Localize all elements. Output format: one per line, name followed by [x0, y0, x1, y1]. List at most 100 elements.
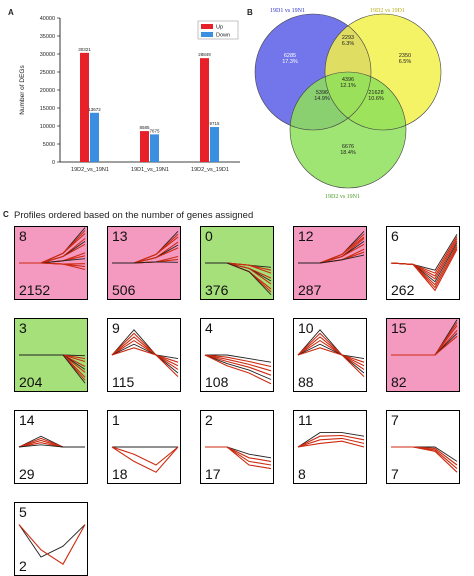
profile-id: 7 — [391, 412, 399, 428]
profile-bg-top — [15, 319, 87, 355]
profile-trace — [205, 446, 272, 470]
profile-trace — [19, 354, 86, 373]
profile-trace — [297, 347, 365, 377]
profile-gene-count: 506 — [112, 282, 136, 298]
profile-gene-count: 108 — [205, 374, 229, 390]
venn-region-c-only-pct: 18.4% — [340, 150, 356, 156]
profile-bg-bottom — [15, 263, 87, 299]
profile-trace — [18, 524, 86, 558]
profile-9: 9 115 — [107, 318, 181, 392]
profile-id: 6 — [391, 228, 399, 244]
profile-gene-count: 7 — [391, 466, 399, 482]
venn-region-b-only-pct: 6.5% — [399, 59, 412, 65]
profile-traces — [390, 233, 458, 292]
profile-trace — [19, 262, 86, 271]
bar-value-label: 7675 — [149, 128, 160, 133]
profile-trace — [19, 354, 86, 363]
x-tick-label: 19D2_vs_19N1 — [71, 167, 109, 173]
deg-bar-chart: 0 5000 10000 15000 20000 25000 30000 35000 40000… — [19, 16, 240, 173]
profile-11: 11 8 — [293, 410, 367, 484]
profile-gene-count: 82 — [391, 374, 407, 390]
profile-bg-bottom — [387, 355, 459, 391]
profile-traces — [18, 524, 86, 565]
profile-14: 14 29 — [14, 410, 88, 484]
profile-trace — [297, 432, 365, 448]
venn-circle-c — [290, 72, 406, 188]
venn-region-bc-pct: 10.6% — [368, 96, 384, 102]
y-tick-label: 35000 — [40, 34, 55, 40]
profile-trace — [297, 343, 365, 374]
profile-id: 11 — [298, 412, 313, 428]
profile-10: 10 88 — [293, 318, 367, 392]
profile-gene-count: 204 — [19, 374, 43, 390]
venn-label-c: 19D2 vs 19N1 — [325, 194, 360, 200]
x-tick-label: 19D2_vs_19D1 — [191, 167, 229, 173]
profile-gene-count: 8 — [298, 466, 306, 482]
venn-label-a: 19D1 vs 19N1 — [270, 8, 305, 14]
profile-traces — [19, 227, 86, 271]
profile-1: 1 18 — [107, 410, 181, 484]
venn-label-b: 19D2 vs 19D1 — [370, 8, 405, 14]
profile-trace — [391, 446, 458, 473]
profile-id: 12 — [298, 228, 314, 244]
bar-down-2 — [210, 127, 219, 162]
profile-0: 0 376 — [200, 226, 274, 300]
panel-label-b: B — [247, 8, 253, 17]
profile-trace — [111, 343, 179, 374]
profile-gene-count: 115 — [112, 374, 135, 390]
profile-6: 6 262 — [386, 226, 460, 300]
profile-traces — [111, 446, 179, 473]
profile-bg-bottom — [108, 263, 180, 299]
profile-trace — [297, 437, 365, 448]
venn-region-a-only: 6285 — [284, 53, 296, 59]
profile-traces — [18, 435, 85, 448]
profile-13: 13 506 — [107, 226, 181, 300]
venn-diagram: 19D1 vs 19N1 19D2 vs 19D1 19D2 vs 19N1 6… — [254, 8, 442, 200]
profile-id: 14 — [19, 412, 35, 428]
venn-region-bc: 21628 — [368, 90, 383, 96]
profile-traces — [19, 354, 86, 384]
profile-trace — [18, 524, 86, 565]
panel-label-a: A — [8, 8, 14, 17]
bar-value-label: 13672 — [88, 107, 101, 112]
legend-label-down: Down — [216, 33, 230, 39]
venn-region-abc-pct: 12.1% — [340, 83, 356, 89]
panel-label-c: C — [3, 210, 9, 219]
profile-trace — [204, 354, 272, 376]
profile-id: 1 — [112, 412, 120, 428]
venn-region-a-only-pct: 17.3% — [282, 59, 298, 65]
y-axis-label: Number of DEGs — [19, 65, 26, 115]
profile-bg-top — [201, 227, 273, 263]
profile-traces — [297, 432, 365, 448]
profile-gene-count: 287 — [298, 282, 322, 298]
profile-gene-count: 262 — [391, 282, 415, 298]
bar-up-1 — [140, 131, 149, 162]
y-tick-label: 10000 — [40, 124, 55, 130]
profile-trace — [111, 339, 179, 370]
profile-traces — [205, 262, 272, 296]
profile-traces — [391, 319, 458, 356]
venn-region-abc: 4396 — [342, 77, 354, 83]
legend-label-up: Up — [216, 25, 223, 31]
bar-value-label: 30321 — [78, 47, 91, 52]
profile-id: 2 — [205, 412, 213, 428]
profile-15: 15 82 — [386, 318, 460, 392]
venn-region-ab-pct: 6.3% — [342, 41, 355, 47]
profile-2: 2 17 — [200, 410, 274, 484]
profile-traces — [204, 354, 272, 385]
profile-gene-count: 18 — [112, 466, 128, 482]
profile-4: 4 108 — [200, 318, 274, 392]
profile-id: 10 — [298, 320, 314, 336]
profile-id: 0 — [205, 228, 213, 244]
y-tick-label: 20000 — [40, 88, 55, 94]
bar-up-0 — [80, 52, 89, 162]
venn-region-ab: 2293 — [342, 35, 354, 41]
profile-trace — [391, 335, 458, 356]
profile-id: 4 — [205, 320, 213, 336]
bar-value-label: 9715 — [209, 121, 220, 126]
profile-trace — [111, 446, 179, 466]
profile-id: 5 — [19, 504, 27, 520]
profile-trace — [297, 339, 365, 370]
